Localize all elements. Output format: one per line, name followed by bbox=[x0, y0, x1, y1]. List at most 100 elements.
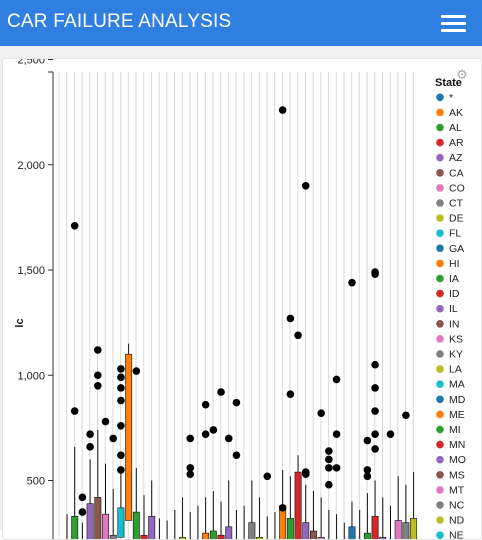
y-tick-label: 500 bbox=[27, 476, 45, 488]
box bbox=[125, 353, 133, 521]
box bbox=[179, 537, 186, 539]
outlier-point bbox=[371, 445, 379, 453]
legend-swatch bbox=[436, 93, 444, 102]
outlier-point bbox=[94, 346, 102, 354]
outlier-point bbox=[117, 384, 125, 392]
box bbox=[148, 515, 156, 539]
outlier-point bbox=[101, 417, 110, 426]
legend-item: MT bbox=[449, 484, 465, 496]
outlier-point bbox=[117, 451, 125, 460]
outlier-point bbox=[117, 466, 125, 474]
box bbox=[225, 526, 233, 539]
legend-swatch bbox=[436, 471, 444, 479]
legend-swatch bbox=[436, 380, 444, 389]
outlier-point bbox=[232, 451, 241, 460]
legend-swatch bbox=[436, 214, 444, 222]
legend-swatch bbox=[436, 350, 444, 358]
legend-item: AK bbox=[449, 107, 463, 119]
outlier-point bbox=[209, 426, 218, 434]
outlier-point bbox=[86, 430, 94, 438]
outlier-point bbox=[278, 504, 287, 512]
box bbox=[302, 522, 310, 539]
outlier-point bbox=[371, 430, 379, 438]
legend-item: HI bbox=[449, 258, 460, 270]
y-tick-label: 1,000 bbox=[17, 370, 45, 382]
box-plot-chart: 5001,0001,5002,0002,5003,000lc⚙State*AKA… bbox=[14, 59, 468, 539]
outlier-point bbox=[363, 472, 372, 481]
legend-swatch bbox=[436, 199, 444, 207]
box bbox=[317, 537, 325, 539]
hamburger-menu-icon[interactable] bbox=[441, 14, 466, 32]
outlier-point bbox=[286, 390, 295, 398]
outlier-point bbox=[117, 365, 125, 373]
outlier-point bbox=[386, 430, 395, 438]
outlier-point bbox=[78, 508, 87, 516]
outlier-point bbox=[325, 464, 333, 472]
legend-swatch bbox=[436, 395, 444, 404]
legend-item: MD bbox=[449, 394, 466, 406]
legend-item: MI bbox=[449, 424, 461, 436]
legend-item: AZ bbox=[449, 152, 463, 164]
outlier-point bbox=[86, 443, 94, 451]
outlier-point bbox=[363, 436, 372, 445]
box bbox=[379, 537, 387, 539]
legend-swatch bbox=[436, 169, 444, 177]
box bbox=[294, 471, 302, 539]
outlier-point bbox=[70, 407, 79, 415]
outlier-point bbox=[325, 455, 333, 464]
top-app-bar: CAR FAILURE ANALYSIS bbox=[0, 0, 482, 46]
legend-swatch bbox=[436, 531, 444, 539]
outlier-point bbox=[317, 409, 325, 417]
outlier-point bbox=[109, 434, 118, 443]
outlier-point bbox=[94, 371, 102, 380]
outlier-point bbox=[332, 375, 341, 384]
legend-swatch bbox=[436, 138, 444, 147]
outlier-point bbox=[402, 411, 410, 420]
legend-item: CA bbox=[449, 167, 464, 179]
legend-swatch bbox=[436, 335, 444, 343]
outlier-point bbox=[278, 106, 287, 114]
y-tick-label: 1,500 bbox=[17, 265, 45, 277]
outlier-point bbox=[117, 396, 125, 405]
box bbox=[209, 530, 217, 539]
box bbox=[71, 515, 79, 539]
outlier-point bbox=[363, 466, 372, 474]
outlier-point bbox=[117, 373, 125, 382]
legend-item: NC bbox=[449, 500, 465, 512]
legend-swatch bbox=[436, 501, 444, 509]
outlier-point bbox=[332, 430, 341, 438]
legend-swatch bbox=[436, 289, 444, 298]
box bbox=[132, 511, 140, 539]
outlier-point bbox=[78, 493, 87, 502]
legend-item: IA bbox=[449, 273, 459, 285]
legend-item: KS bbox=[449, 333, 463, 345]
legend-swatch bbox=[436, 410, 444, 419]
outlier-point bbox=[70, 221, 79, 230]
box bbox=[117, 507, 125, 538]
legend-swatch bbox=[436, 516, 444, 524]
app-title: CAR FAILURE ANALYSIS bbox=[7, 11, 232, 32]
legend-item: MS bbox=[449, 469, 465, 481]
box bbox=[248, 522, 256, 539]
legend-item: MA bbox=[449, 379, 465, 391]
legend-item: NE bbox=[449, 530, 464, 539]
box bbox=[86, 503, 94, 539]
outlier-point bbox=[232, 398, 241, 407]
outlier-point bbox=[294, 331, 302, 340]
box bbox=[217, 534, 225, 539]
box bbox=[363, 532, 371, 539]
legend-item: FL bbox=[449, 228, 461, 240]
legend-swatch bbox=[436, 320, 444, 328]
legend-swatch bbox=[436, 244, 444, 253]
outlier-point bbox=[332, 464, 341, 472]
legend-swatch bbox=[436, 153, 444, 162]
legend-item: AR bbox=[449, 137, 464, 149]
legend-swatch bbox=[436, 108, 444, 117]
outlier-point bbox=[301, 468, 310, 476]
outlier-point bbox=[371, 360, 379, 369]
legend-swatch bbox=[436, 455, 444, 464]
outlier-point bbox=[201, 400, 210, 409]
box bbox=[348, 526, 356, 539]
legend-item: KY bbox=[449, 349, 463, 361]
legend-swatch bbox=[436, 440, 444, 449]
